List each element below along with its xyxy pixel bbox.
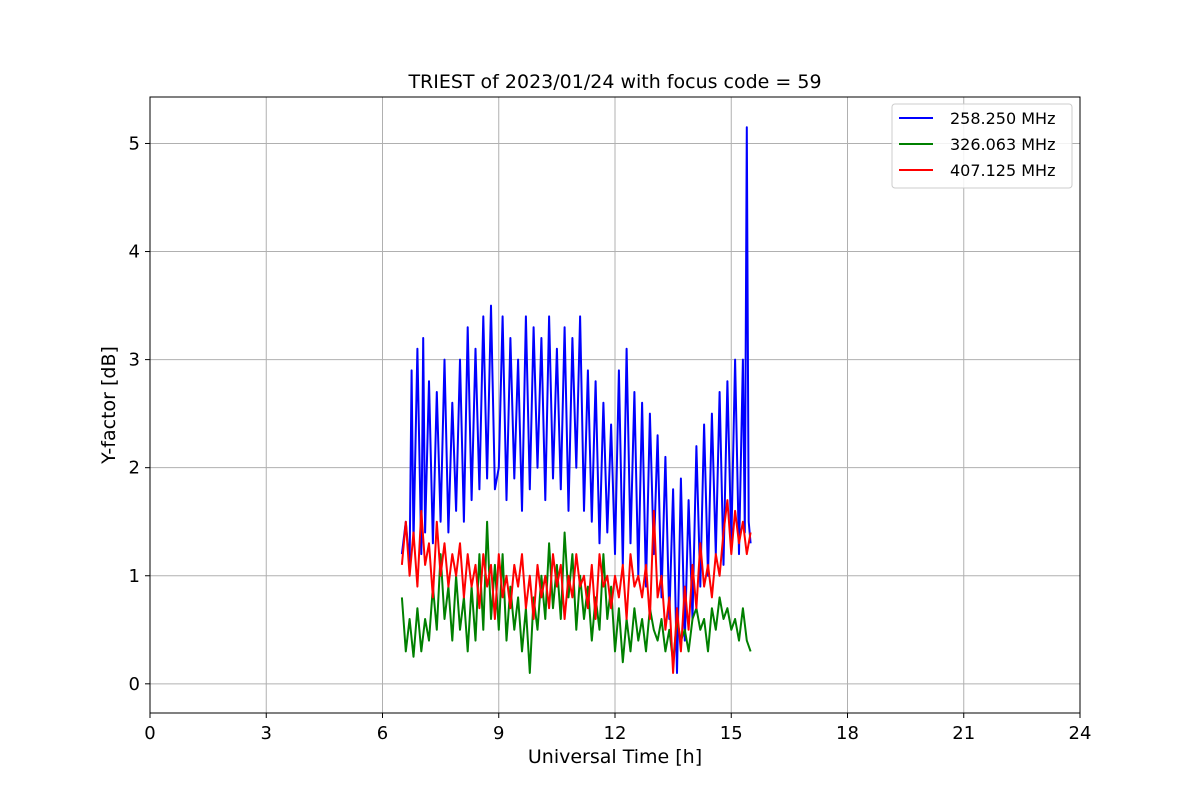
y-tick-label: 4 — [129, 242, 140, 263]
x-tick-label: 24 — [1069, 723, 1092, 744]
series-line-1 — [400, 126, 752, 674]
chart-title: TRIEST of 2023/01/24 with focus code = 5… — [407, 71, 821, 93]
x-tick-label: 9 — [493, 723, 504, 744]
x-tick-label: 3 — [261, 723, 272, 744]
series-layer — [400, 126, 752, 674]
legend-label-3: 407.125 MHz — [950, 161, 1055, 180]
series-line-2 — [400, 520, 752, 674]
legend-label-2: 326.063 MHz — [950, 135, 1055, 154]
y-tick-label: 1 — [129, 566, 140, 587]
grid-lines — [149, 97, 1081, 713]
y-tick-label: 5 — [129, 133, 140, 154]
y-tick-label: 0 — [129, 674, 140, 695]
y-axis-label: Y-factor [dB] — [98, 346, 120, 465]
x-tick-label: 18 — [836, 723, 859, 744]
x-tick-label: 21 — [952, 723, 975, 744]
x-tick-label: 15 — [720, 723, 743, 744]
series-line-3 — [400, 499, 752, 674]
y-tick-label: 3 — [129, 350, 140, 371]
legend-label-1: 258.250 MHz — [950, 109, 1055, 128]
x-tick-label: 0 — [144, 723, 155, 744]
legend: 258.250 MHz 326.063 MHz 407.125 MHz — [891, 103, 1073, 189]
y-tick-label: 2 — [129, 458, 140, 479]
x-tick-label: 12 — [604, 723, 627, 744]
x-axis-label: Universal Time [h] — [528, 746, 702, 768]
x-tick-label: 6 — [377, 723, 388, 744]
legend-box — [891, 103, 1073, 189]
